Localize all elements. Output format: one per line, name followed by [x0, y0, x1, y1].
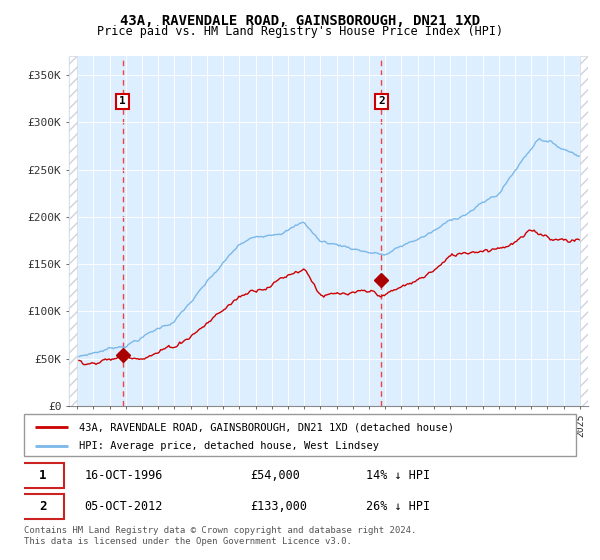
Text: 43A, RAVENDALE ROAD, GAINSBOROUGH, DN21 1XD (detached house): 43A, RAVENDALE ROAD, GAINSBOROUGH, DN21 …	[79, 422, 454, 432]
Text: 2: 2	[39, 500, 47, 513]
Bar	[580, 56, 588, 406]
Text: 14% ↓ HPI: 14% ↓ HPI	[366, 469, 430, 482]
Text: 26% ↓ HPI: 26% ↓ HPI	[366, 500, 430, 513]
Bar	[69, 56, 77, 406]
Text: 2: 2	[378, 96, 385, 106]
Text: 43A, RAVENDALE ROAD, GAINSBOROUGH, DN21 1XD: 43A, RAVENDALE ROAD, GAINSBOROUGH, DN21 …	[120, 14, 480, 28]
Bar	[580, 56, 588, 406]
Text: Price paid vs. HM Land Registry's House Price Index (HPI): Price paid vs. HM Land Registry's House …	[97, 25, 503, 38]
Text: 05-OCT-2012: 05-OCT-2012	[85, 500, 163, 513]
Text: £133,000: £133,000	[250, 500, 307, 513]
Text: Contains HM Land Registry data © Crown copyright and database right 2024.
This d: Contains HM Land Registry data © Crown c…	[24, 526, 416, 546]
FancyBboxPatch shape	[24, 414, 576, 456]
Text: 1: 1	[39, 469, 47, 482]
Bar	[69, 56, 77, 406]
FancyBboxPatch shape	[21, 463, 64, 488]
FancyBboxPatch shape	[21, 494, 64, 519]
Text: HPI: Average price, detached house, West Lindsey: HPI: Average price, detached house, West…	[79, 441, 379, 451]
Text: £54,000: £54,000	[250, 469, 300, 482]
Text: 1: 1	[119, 96, 126, 106]
Text: 16-OCT-1996: 16-OCT-1996	[85, 469, 163, 482]
